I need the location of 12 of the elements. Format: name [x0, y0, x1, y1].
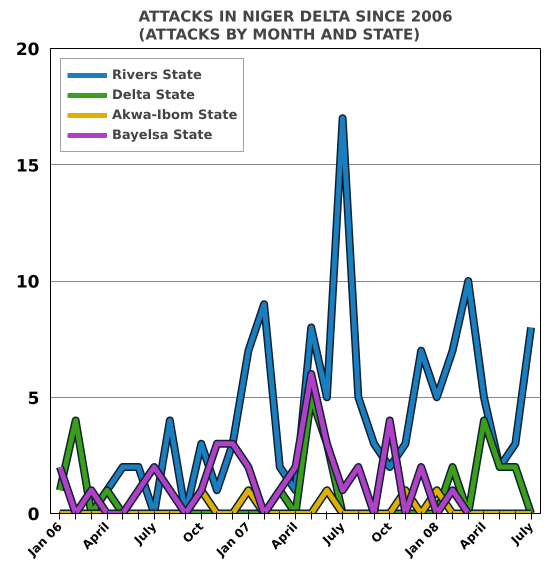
y-tick-label: 15	[16, 156, 40, 176]
legend-label: Delta State	[112, 88, 195, 102]
y-tick-label: 5	[28, 388, 40, 409]
legend-label: Bayelsa State	[112, 128, 212, 142]
y-tick-label: 0	[28, 505, 40, 525]
legend-label: Akwa-Ibom State	[112, 108, 238, 122]
x-tick-label: Oct	[368, 519, 395, 546]
y-tick-label: 10	[16, 272, 40, 292]
legend-label: Rivers State	[112, 68, 202, 82]
x-tick-label: Oct	[180, 519, 206, 546]
y-tick-label: 20	[16, 40, 40, 60]
chart-title: ATTACKS IN NIGER DELTA SINCE 2006 (ATTACKS BY MONTH AND STATE)	[138, 8, 453, 44]
